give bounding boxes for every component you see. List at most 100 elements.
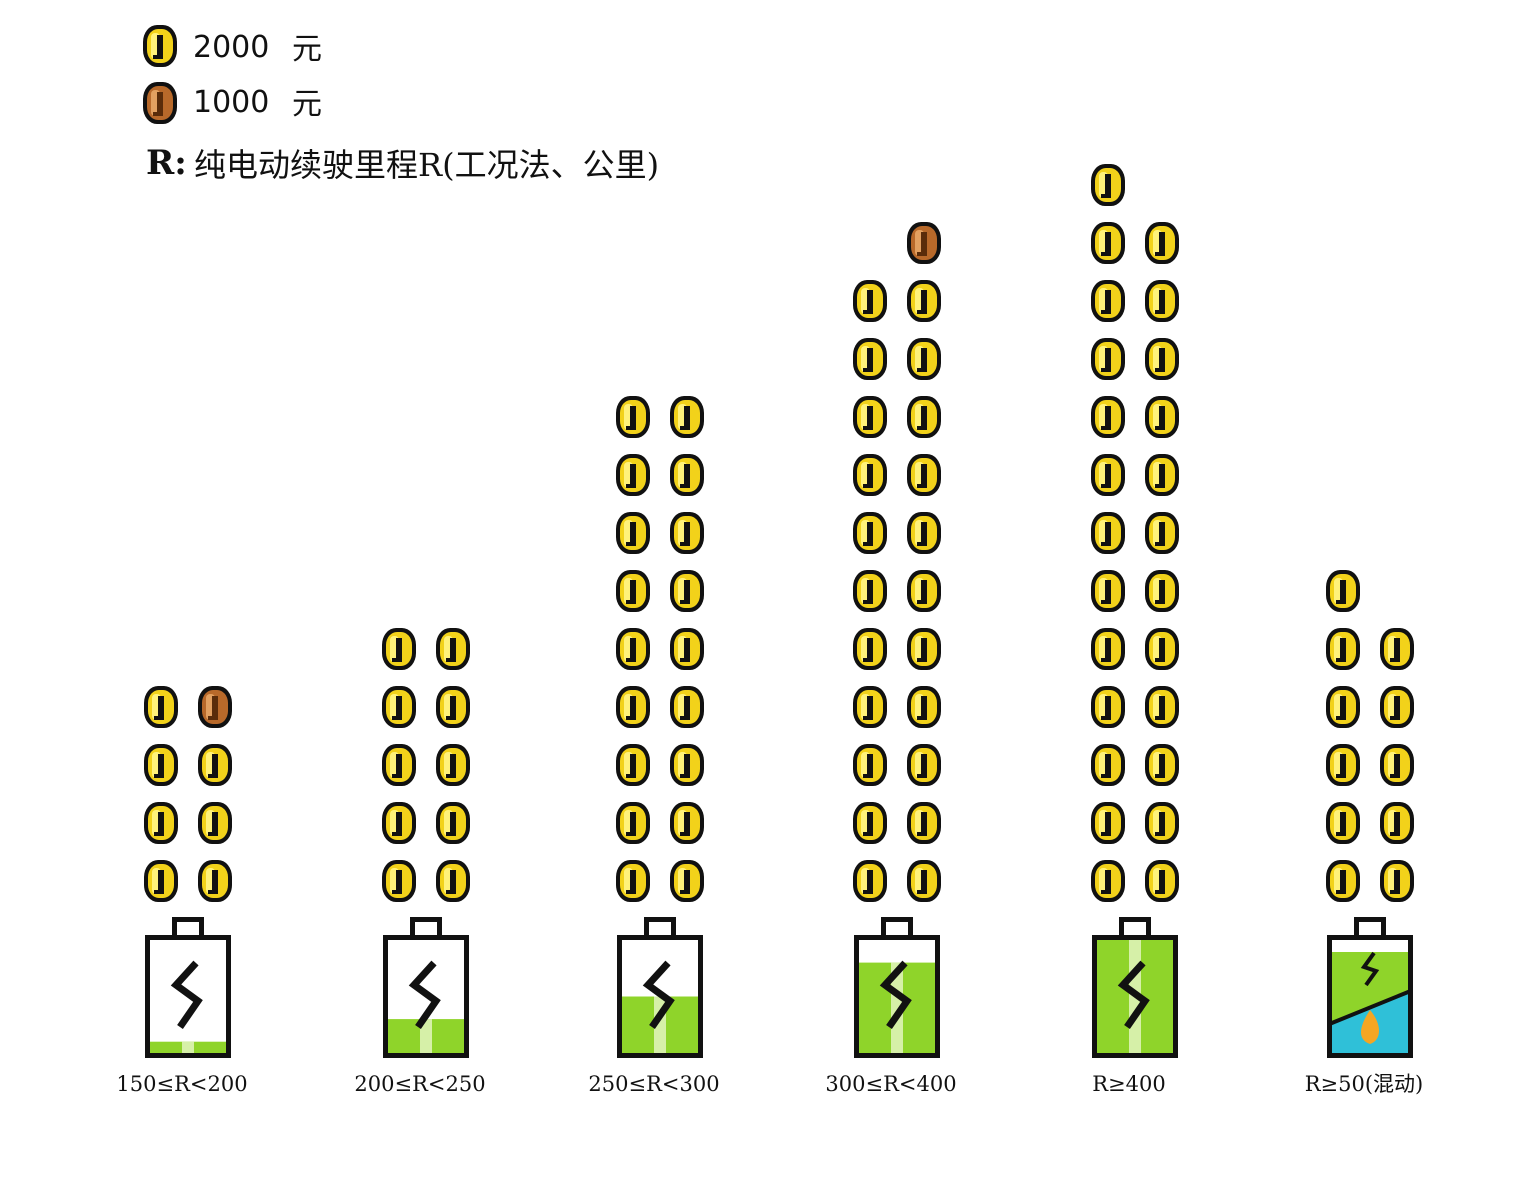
gold-coin <box>907 338 941 380</box>
gold-coin <box>670 454 704 496</box>
gold-coin <box>670 512 704 554</box>
gold-coin <box>853 570 887 612</box>
gold-coin <box>1380 628 1414 670</box>
gold-coin <box>382 686 416 728</box>
column-2: 200≤R<250 <box>354 628 486 1096</box>
gold-coin <box>616 802 650 844</box>
category-label: 250≤R<300 <box>588 1072 719 1096</box>
gold-coin <box>907 802 941 844</box>
category-label: R≥50(混动) <box>1305 1072 1424 1096</box>
gold-coin <box>907 628 941 670</box>
gold-coin <box>670 860 704 902</box>
gold-coin <box>616 628 650 670</box>
gold-coin <box>436 744 470 786</box>
gold-coin <box>853 512 887 554</box>
gold-coin <box>907 570 941 612</box>
gold-coin <box>436 860 470 902</box>
gold-coin <box>1091 802 1125 844</box>
gold-coin <box>907 860 941 902</box>
battery-icon <box>145 917 231 1058</box>
gold-coin <box>1145 222 1179 264</box>
battery-icon <box>617 917 703 1058</box>
gold-coin <box>853 628 887 670</box>
gold-coin <box>853 744 887 786</box>
column-4: 300≤R<400 <box>825 222 957 1096</box>
gold-coin <box>1380 744 1414 786</box>
gold-coin <box>1145 396 1179 438</box>
gold-coin <box>1326 860 1360 902</box>
bolt-icon <box>879 960 912 1029</box>
gold-coin <box>198 802 232 844</box>
note-key: R: <box>146 143 187 183</box>
gold-coin <box>144 686 178 728</box>
gold-coin <box>853 860 887 902</box>
gold-coin <box>436 802 470 844</box>
gold-coin <box>853 454 887 496</box>
gold-coin <box>1145 570 1179 612</box>
legend-item-bronze: 1000 元 <box>143 82 322 124</box>
column-3: 250≤R<300 <box>588 396 720 1096</box>
gold-coin <box>1091 164 1125 206</box>
battery-icon <box>1327 917 1413 1058</box>
gold-coin <box>1145 860 1179 902</box>
gold-coin <box>382 860 416 902</box>
gold-coin <box>907 396 941 438</box>
gold-coin <box>853 686 887 728</box>
gold-coin <box>1091 628 1125 670</box>
gold-coin <box>198 860 232 902</box>
gold-coin <box>853 396 887 438</box>
bolt-icon <box>408 960 441 1029</box>
legend-bronze-value: 1000 <box>193 85 269 120</box>
gold-coin <box>1326 628 1360 670</box>
gold-coin <box>616 686 650 728</box>
gold-coin <box>1145 628 1179 670</box>
gold-coin <box>198 744 232 786</box>
gold-coin <box>670 628 704 670</box>
gold-coin <box>907 454 941 496</box>
column-1: 150≤R<200 <box>116 686 248 1096</box>
gold-coin <box>1091 860 1125 902</box>
gold-coin <box>1326 686 1360 728</box>
chart-columns: 150≤R<200 200≤R<250 250≤R<300 300≤R<400 R≥40… <box>116 164 1423 1096</box>
bronze-coin <box>907 222 941 264</box>
legend-gold-unit: 元 <box>292 32 322 67</box>
category-label: 150≤R<200 <box>116 1072 247 1096</box>
gold-coin <box>1326 570 1360 612</box>
gold-coin <box>1091 396 1125 438</box>
gold-coin <box>616 396 650 438</box>
gold-coin <box>853 280 887 322</box>
gold-coin <box>1145 744 1179 786</box>
gold-coin <box>616 570 650 612</box>
legend-gold-value: 2000 <box>193 30 269 65</box>
gold-coin <box>1326 802 1360 844</box>
gold-coin-icon <box>143 25 177 67</box>
gold-coin <box>670 686 704 728</box>
gold-coin <box>1380 686 1414 728</box>
gold-coin <box>1091 512 1125 554</box>
bolt-icon <box>170 960 203 1029</box>
gold-coin <box>1145 512 1179 554</box>
gold-coin <box>382 744 416 786</box>
category-label: 300≤R<400 <box>825 1072 956 1096</box>
gold-coin <box>907 686 941 728</box>
gold-coin <box>853 338 887 380</box>
gold-coin <box>616 454 650 496</box>
gold-coin <box>1145 280 1179 322</box>
category-label: R≥400 <box>1092 1072 1166 1096</box>
legend-bronze-unit: 元 <box>292 87 322 122</box>
gold-coin <box>144 860 178 902</box>
gold-coin <box>1091 454 1125 496</box>
gold-coin <box>1091 222 1125 264</box>
gold-coin <box>1145 802 1179 844</box>
gold-coin <box>907 512 941 554</box>
gold-coin <box>1326 744 1360 786</box>
gold-coin <box>1091 280 1125 322</box>
gold-coin <box>436 628 470 670</box>
gold-coin <box>616 860 650 902</box>
bolt-icon <box>1117 960 1150 1029</box>
bronze-coin-icon <box>143 82 177 124</box>
battery-icon <box>1092 917 1178 1058</box>
gold-coin <box>1145 686 1179 728</box>
gold-coin <box>1091 686 1125 728</box>
gold-coin <box>382 802 416 844</box>
